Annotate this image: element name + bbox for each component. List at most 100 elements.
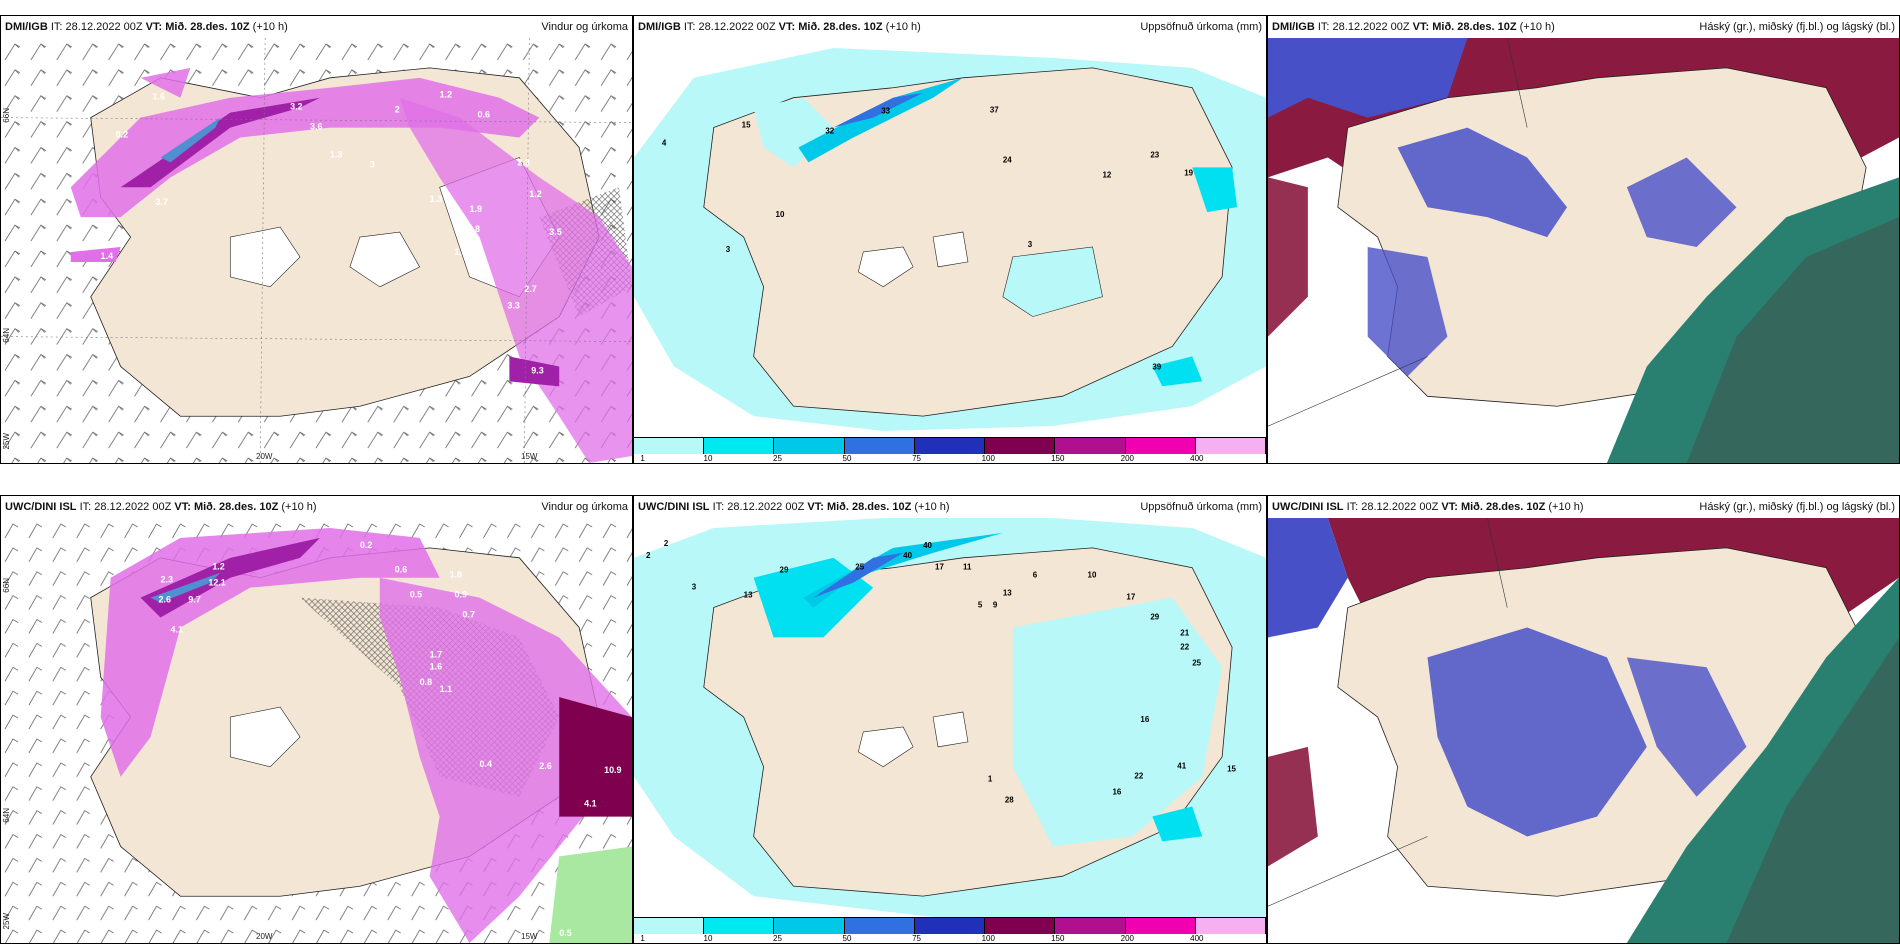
- panel-title: Háský (gr.), miðský (fj.bl.) og lágský (…: [1699, 21, 1895, 33]
- panel-title: Uppsöfnuð úrkoma (mm): [1140, 501, 1262, 513]
- wind-value: 1.9: [470, 204, 482, 214]
- wind-value: 2.6: [159, 595, 171, 605]
- cloud-mid: [1268, 38, 1468, 118]
- grid-line: [1487, 518, 1508, 608]
- precip-max: [150, 572, 221, 603]
- precip-value: 9: [993, 601, 998, 610]
- legend-value: 25: [773, 934, 782, 943]
- precip-southeast: [1152, 806, 1203, 842]
- grid-line: [1268, 356, 1428, 427]
- precip-value: 19: [1184, 168, 1193, 177]
- wind-value: 0.8: [420, 677, 432, 687]
- glacier: [932, 231, 969, 268]
- wind-value: 1.6: [430, 661, 442, 671]
- legend-value: 100: [981, 454, 995, 463]
- cloud-map-svg: [1268, 518, 1899, 943]
- legend-color-row: [634, 437, 1266, 454]
- precip-map[interactable]: 4 15 32 33 37 24 12 23 19 3 10 3 39: [634, 38, 1266, 437]
- precip-mid-band: [798, 77, 963, 163]
- glacier: [229, 706, 301, 768]
- precip-value: 37: [990, 106, 999, 115]
- wind-value: 3.6: [310, 122, 322, 132]
- wind-value: 0.7: [463, 610, 475, 620]
- legend-value: 200: [1120, 454, 1134, 463]
- precip-value: 28: [1005, 796, 1014, 805]
- legend-swatch: [985, 438, 1056, 454]
- precip-value: 3: [726, 245, 731, 254]
- precip-value: 22: [1134, 772, 1143, 781]
- legend-swatch: [774, 438, 845, 454]
- wind-value: 1.3: [430, 194, 442, 204]
- wind-value-labels: 1.2 2.3 2.6 9.7 12.1 4.1 0.2 1.8 0.9 0.6…: [159, 540, 622, 938]
- wind-value: 2.3: [517, 157, 529, 167]
- precip-map-svg: 4 15 32 33 37 24 12 23 19 3 10 3 39: [634, 38, 1266, 437]
- cloud-map-svg: [1268, 38, 1899, 463]
- legend-swatch: [914, 438, 986, 454]
- glacier-vatnajokull: [1002, 246, 1103, 317]
- precip-max: [160, 117, 221, 163]
- legend-swatch: [914, 918, 986, 934]
- glacier: [857, 246, 914, 288]
- cloud-map[interactable]: [1268, 38, 1899, 463]
- wind-map[interactable]: 1.6 0.2 3.2 3.6 2 1.2 0.6 1.3 3 2.3 1.9 …: [1, 38, 632, 463]
- legend-swatch: [1195, 438, 1266, 454]
- precip-value: 29: [780, 566, 789, 575]
- wind-value: 12.1: [208, 578, 225, 588]
- lat-line: [1, 336, 632, 342]
- panel-title: Vindur og úrkoma: [541, 501, 628, 513]
- precip-value: 16: [1112, 788, 1121, 797]
- precip-map[interactable]: 2 2 3 13 29 25 40 40 11 17 6 10 5 9 13 1…: [634, 518, 1266, 917]
- lon-label-15w: 15W: [521, 932, 538, 941]
- wind-value: 0.9: [455, 590, 467, 600]
- wind-value: 2: [395, 105, 400, 115]
- legend-value: 1: [640, 454, 645, 463]
- legend-value: 75: [912, 934, 921, 943]
- iceland-land: [703, 67, 1233, 417]
- precip-value: 10: [776, 210, 785, 219]
- wind-value: 2.3: [160, 575, 172, 585]
- precip-deep-core: [833, 92, 924, 128]
- lat-label-64n: 64N: [2, 808, 11, 823]
- legend-value: 400: [1190, 454, 1204, 463]
- panel-precip-row2: UWC/DINI ISL IT: 28.12.2022 00Z VT: Mið.…: [633, 495, 1267, 944]
- wind-value: 3.7: [156, 197, 168, 207]
- wind-map[interactable]: 1.2 2.3 2.6 9.7 12.1 4.1 0.2 1.8 0.9 0.6…: [1, 518, 632, 943]
- cloud-mid-north: [1397, 127, 1568, 238]
- wind-value: 1.4: [101, 251, 113, 261]
- cloud-low-deep: [1686, 217, 1899, 463]
- lat-label-66n: 66N: [2, 108, 11, 123]
- panel-header: UWC/DINI ISL IT: 28.12.2022 00Z VT: Mið.…: [1, 496, 632, 518]
- legend-labels: 1 10 25 50 75 100 150 200 400: [634, 934, 1266, 943]
- wind-value-labels: 1.6 0.2 3.2 3.6 2 1.2 0.6 1.3 3 2.3 1.9 …: [101, 90, 562, 376]
- wind-value: 9.3: [531, 365, 543, 375]
- legend-swatch: [774, 918, 845, 934]
- precip-value: 24: [1003, 155, 1012, 164]
- legend-value: 25: [773, 454, 782, 463]
- glacier: [857, 726, 914, 768]
- legend-color-row: [634, 917, 1266, 934]
- wind-value: 1.7: [430, 649, 442, 659]
- legend-value: 200: [1120, 934, 1134, 943]
- precip-deep-core: [813, 552, 904, 598]
- precip-east-core: [509, 356, 560, 387]
- wind-value: 3.5: [549, 227, 561, 237]
- grid-line: [1506, 38, 1528, 128]
- lon-line: [259, 38, 266, 463]
- wind-value: 10.9: [604, 765, 621, 775]
- precip-value: 13: [1003, 589, 1012, 598]
- cloud-mid-west: [1367, 247, 1448, 377]
- precip-mid-band: [803, 532, 1003, 608]
- cloud-low-deep: [1726, 637, 1899, 943]
- precip-value: 41: [1177, 762, 1186, 771]
- precip-value: 32: [825, 127, 834, 136]
- precip-value: 10: [1088, 571, 1097, 580]
- precip-value: 1: [988, 775, 993, 784]
- panel-header: DMI/IGB IT: 28.12.2022 00Z VT: Mið. 28.d…: [1268, 16, 1899, 38]
- wind-value: 4.1: [170, 624, 182, 634]
- wind-value: 0.6: [477, 110, 489, 120]
- lat-label-25w: 25W: [2, 913, 11, 930]
- panel-cloud-row2: UWC/DINI ISL IT: 28.12.2022 00Z VT: Mið.…: [1267, 495, 1900, 944]
- wind-value: 3: [370, 159, 375, 169]
- legend-swatch: [985, 918, 1056, 934]
- cloud-map[interactable]: [1268, 518, 1899, 943]
